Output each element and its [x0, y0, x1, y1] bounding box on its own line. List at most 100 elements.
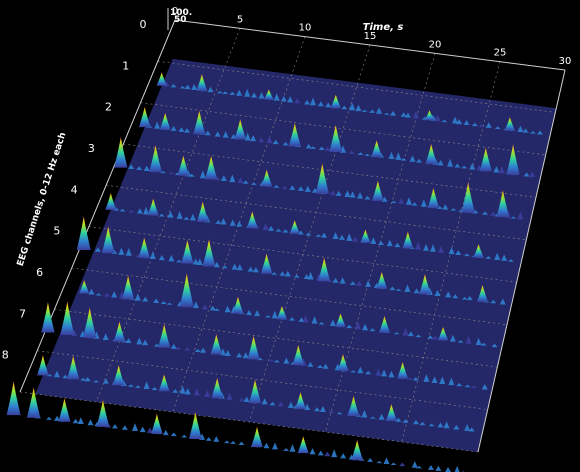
spectral-bump: [132, 423, 139, 432]
spectral-peaks: [6, 72, 544, 472]
spectral-bump: [102, 378, 109, 384]
spectral-peak: [376, 271, 388, 289]
spectral-bump: [376, 107, 383, 114]
spectral-bump: [481, 383, 488, 390]
channel-series: [37, 354, 475, 432]
spectral-bump: [94, 247, 101, 252]
spectral-bump: [522, 128, 529, 133]
spectral-bump: [266, 135, 273, 144]
spectral-peak: [101, 225, 115, 254]
spectral-bump: [224, 350, 231, 356]
spectral-bump: [238, 441, 245, 446]
spectral-bump: [406, 377, 413, 380]
spectral-bump: [262, 223, 269, 230]
spectral-bump: [409, 155, 416, 162]
spectral-bump: [319, 405, 326, 413]
spectral-bump: [324, 146, 331, 151]
spectral-bump: [313, 407, 320, 412]
spectral-bump: [153, 298, 160, 303]
spectral-bump: [139, 426, 146, 433]
spectral-bump: [242, 352, 249, 359]
spectral-peak: [76, 215, 91, 250]
spectral-bump: [252, 266, 259, 273]
spectral-bump: [307, 271, 314, 280]
spectral-bump: [346, 324, 353, 329]
spectral-bump: [279, 271, 286, 276]
spectral-bump: [238, 398, 245, 402]
channel-grid-line: [106, 185, 527, 241]
spectral-bump: [160, 301, 167, 304]
spectral-peak: [112, 364, 125, 386]
spectral-peak: [149, 144, 162, 173]
spectral-bump: [375, 368, 382, 376]
spectral-bump: [357, 366, 364, 374]
spectral-bump: [214, 131, 221, 137]
spectral-bump: [121, 425, 128, 430]
spectral-peak: [234, 119, 247, 140]
spectral-bump: [412, 111, 419, 119]
spectral-bump: [242, 180, 249, 184]
spectral-peak: [402, 231, 414, 249]
spectral-bump: [258, 137, 265, 143]
spectral-bump: [470, 385, 477, 389]
spectral-bump: [273, 184, 280, 188]
spectral-peak: [122, 275, 135, 300]
spectral-bump: [415, 241, 422, 250]
spectral-bump: [280, 95, 287, 102]
spectral-bump: [501, 254, 508, 261]
spectral-bump: [170, 432, 177, 437]
spectral-bump: [307, 361, 314, 367]
spectral-bump: [328, 410, 335, 414]
spectral-peak: [479, 147, 492, 172]
spectral-bump: [188, 173, 195, 177]
spectral-bump: [166, 302, 173, 305]
spectral-bump: [136, 208, 143, 214]
spectral-bump: [176, 211, 183, 219]
spectral-bump: [213, 308, 220, 311]
spectral-bump: [142, 339, 149, 346]
spectral-bump: [54, 415, 61, 421]
spectral-peak: [427, 187, 440, 209]
spectral-peak: [114, 137, 128, 168]
spectral-bump: [176, 259, 183, 263]
spectral-peak: [330, 94, 341, 109]
spectral-peak: [496, 189, 510, 218]
y-tick-label: 5: [53, 225, 60, 238]
x-tick-label: 5: [237, 14, 243, 25]
x-tick-label: 25: [494, 48, 507, 59]
spectral-peak: [288, 122, 301, 147]
spectral-bump: [254, 309, 261, 317]
spectral-bump: [298, 317, 305, 322]
spectral-bump: [463, 120, 470, 126]
spectral-bump: [423, 373, 430, 382]
spectral-peak: [196, 73, 208, 91]
spectral-peak: [158, 374, 170, 392]
time-grid-line: [248, 44, 371, 423]
x-tick-label: 30: [559, 56, 572, 67]
spectral-peak: [96, 399, 110, 427]
spectral-bump: [143, 206, 150, 215]
spectral-bump: [191, 84, 198, 90]
spectral-bump: [209, 305, 216, 311]
spectral-bump: [322, 363, 329, 369]
spectral-bump: [453, 424, 460, 430]
spectral-peak: [437, 326, 449, 341]
spectral-peak: [425, 143, 438, 165]
spectral-bump: [388, 370, 395, 378]
spectral-bump: [341, 105, 348, 110]
spectral-bump: [388, 151, 395, 160]
spectral-bump: [468, 427, 475, 432]
spectral-bump: [472, 210, 479, 214]
spectral-bump: [400, 158, 407, 161]
spectral-bump: [257, 357, 264, 361]
spectral-bump: [365, 280, 372, 287]
spectral-bump: [450, 208, 457, 211]
spectral-bump: [428, 423, 435, 427]
spectral-peak: [232, 296, 244, 314]
spectral-bump: [204, 390, 211, 397]
spectral-bump: [493, 166, 500, 173]
spectral-bump: [204, 130, 211, 136]
spectral-bump: [325, 102, 332, 108]
spectral-bump: [390, 462, 397, 465]
